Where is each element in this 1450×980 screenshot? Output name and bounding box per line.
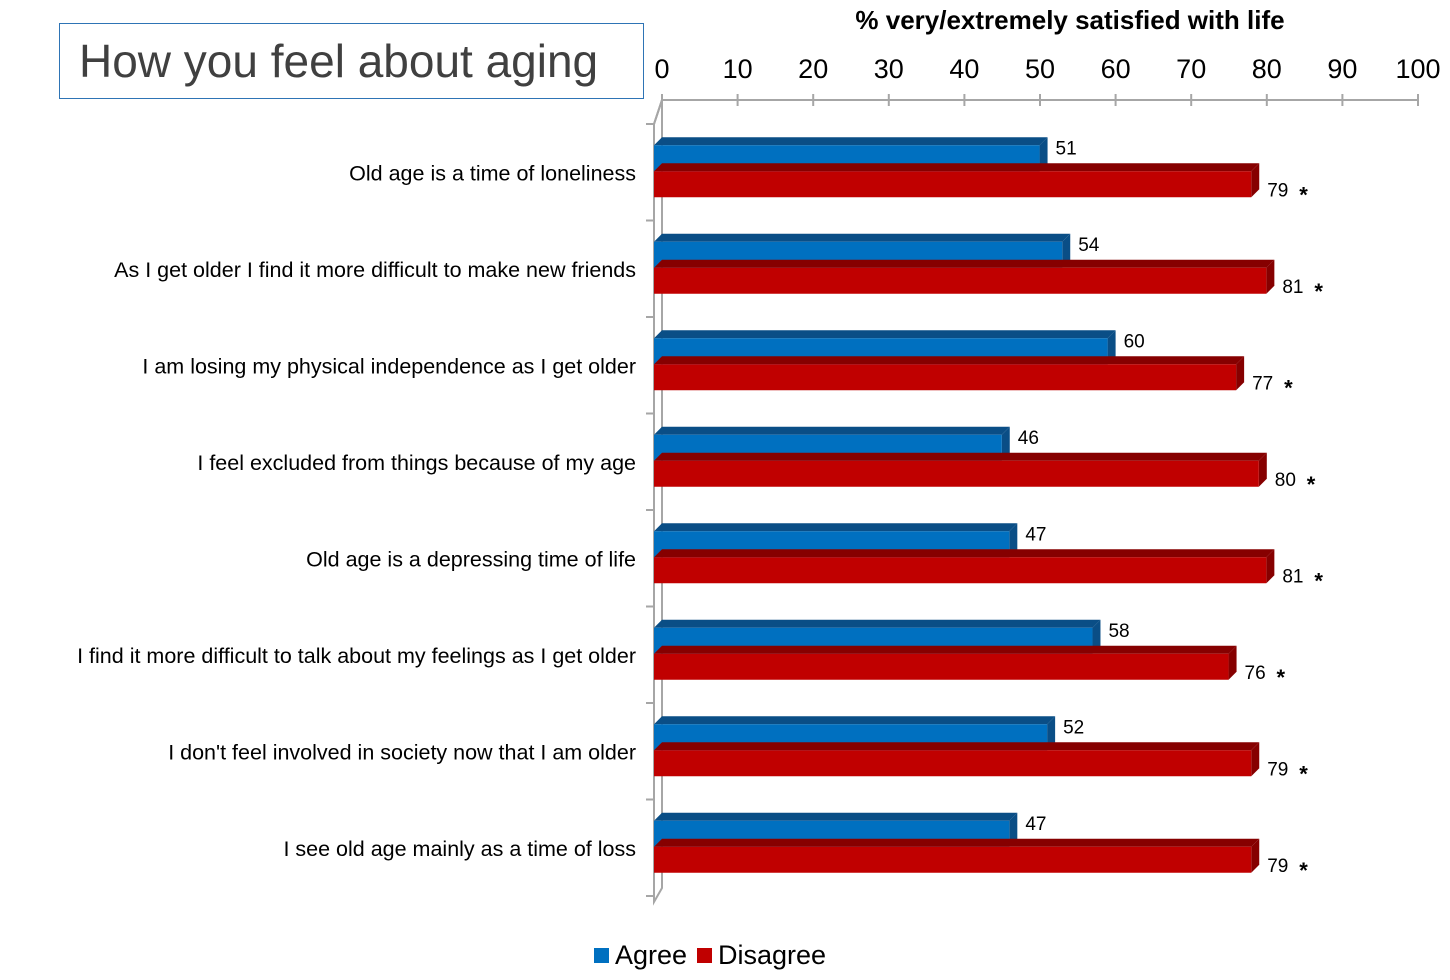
bar-disagree xyxy=(654,645,1237,680)
value-label-disagree: 79 xyxy=(1267,759,1288,780)
category-label: I don't feel involved in society now tha… xyxy=(168,740,636,764)
category-label: Old age is a depressing time of life xyxy=(306,547,636,571)
significance-marker: * xyxy=(1314,279,1323,304)
legend-swatch-agree xyxy=(593,948,609,963)
significance-marker: * xyxy=(1299,858,1308,883)
value-label-disagree: 80 xyxy=(1275,470,1296,491)
category-label: I see old age mainly as a time of loss xyxy=(283,837,636,861)
bar-disagree xyxy=(654,356,1245,391)
x-tick-label: 70 xyxy=(1176,54,1206,84)
chart-title: How you feel about aging xyxy=(59,23,644,99)
value-label-agree: 52 xyxy=(1063,717,1084,738)
bar-disagree xyxy=(654,163,1260,198)
x-tick-label: 50 xyxy=(1025,54,1055,84)
category-label: I feel excluded from things because of m… xyxy=(197,451,636,475)
value-label-disagree: 79 xyxy=(1267,180,1288,201)
legend-item-disagree: Disagree xyxy=(697,940,826,971)
x-axis-title: % very/extremely satisfied with life xyxy=(855,5,1285,35)
category-label: As I get older I find it more difficult … xyxy=(114,258,636,282)
value-label-agree: 47 xyxy=(1025,814,1046,835)
significance-marker: * xyxy=(1284,375,1293,400)
x-tick-label: 10 xyxy=(723,54,753,84)
value-label-agree: 47 xyxy=(1025,524,1046,545)
value-label-disagree: 77 xyxy=(1252,373,1273,394)
significance-marker: * xyxy=(1299,182,1308,207)
category-label: I find it more difficult to talk about m… xyxy=(77,644,636,668)
x-tick-label: 90 xyxy=(1327,54,1357,84)
value-label-disagree: 81 xyxy=(1282,566,1303,587)
bar-disagree xyxy=(654,549,1275,584)
x-tick-label: 30 xyxy=(874,54,904,84)
legend-swatch-disagree xyxy=(697,948,712,963)
value-label-disagree: 79 xyxy=(1267,856,1288,877)
x-tick-label: 100 xyxy=(1395,54,1440,84)
legend-label-agree: Agree xyxy=(614,940,687,970)
value-label-agree: 54 xyxy=(1078,235,1100,256)
x-tick-label: 0 xyxy=(654,54,669,84)
significance-marker: * xyxy=(1307,472,1316,497)
bar-disagree xyxy=(654,838,1260,873)
legend-label-disagree: Disagree xyxy=(718,940,827,970)
bar-disagree xyxy=(654,452,1267,487)
value-label-disagree: 76 xyxy=(1245,663,1266,684)
value-label-agree: 58 xyxy=(1108,621,1129,642)
legend: Agree Disagree xyxy=(0,940,1435,971)
value-label-agree: 51 xyxy=(1056,138,1077,159)
category-label: I am losing my physical independence as … xyxy=(142,354,636,378)
significance-marker: * xyxy=(1299,761,1308,786)
x-tick-label: 20 xyxy=(798,54,828,84)
category-label: Old age is a time of loneliness xyxy=(349,161,636,185)
significance-marker: * xyxy=(1314,568,1323,593)
y-axis-edge xyxy=(653,99,663,125)
value-label-agree: 46 xyxy=(1018,428,1039,449)
significance-marker: * xyxy=(1277,665,1286,690)
x-tick-label: 40 xyxy=(949,54,979,84)
bar-disagree xyxy=(654,742,1260,777)
bar-disagree xyxy=(654,259,1275,294)
value-label-agree: 60 xyxy=(1124,331,1145,352)
x-tick-label: 80 xyxy=(1252,54,1282,84)
y-axis-wall xyxy=(653,99,663,906)
legend-item-agree: Agree xyxy=(593,940,687,971)
x-tick-label: 60 xyxy=(1101,54,1131,84)
value-label-disagree: 81 xyxy=(1282,277,1303,298)
